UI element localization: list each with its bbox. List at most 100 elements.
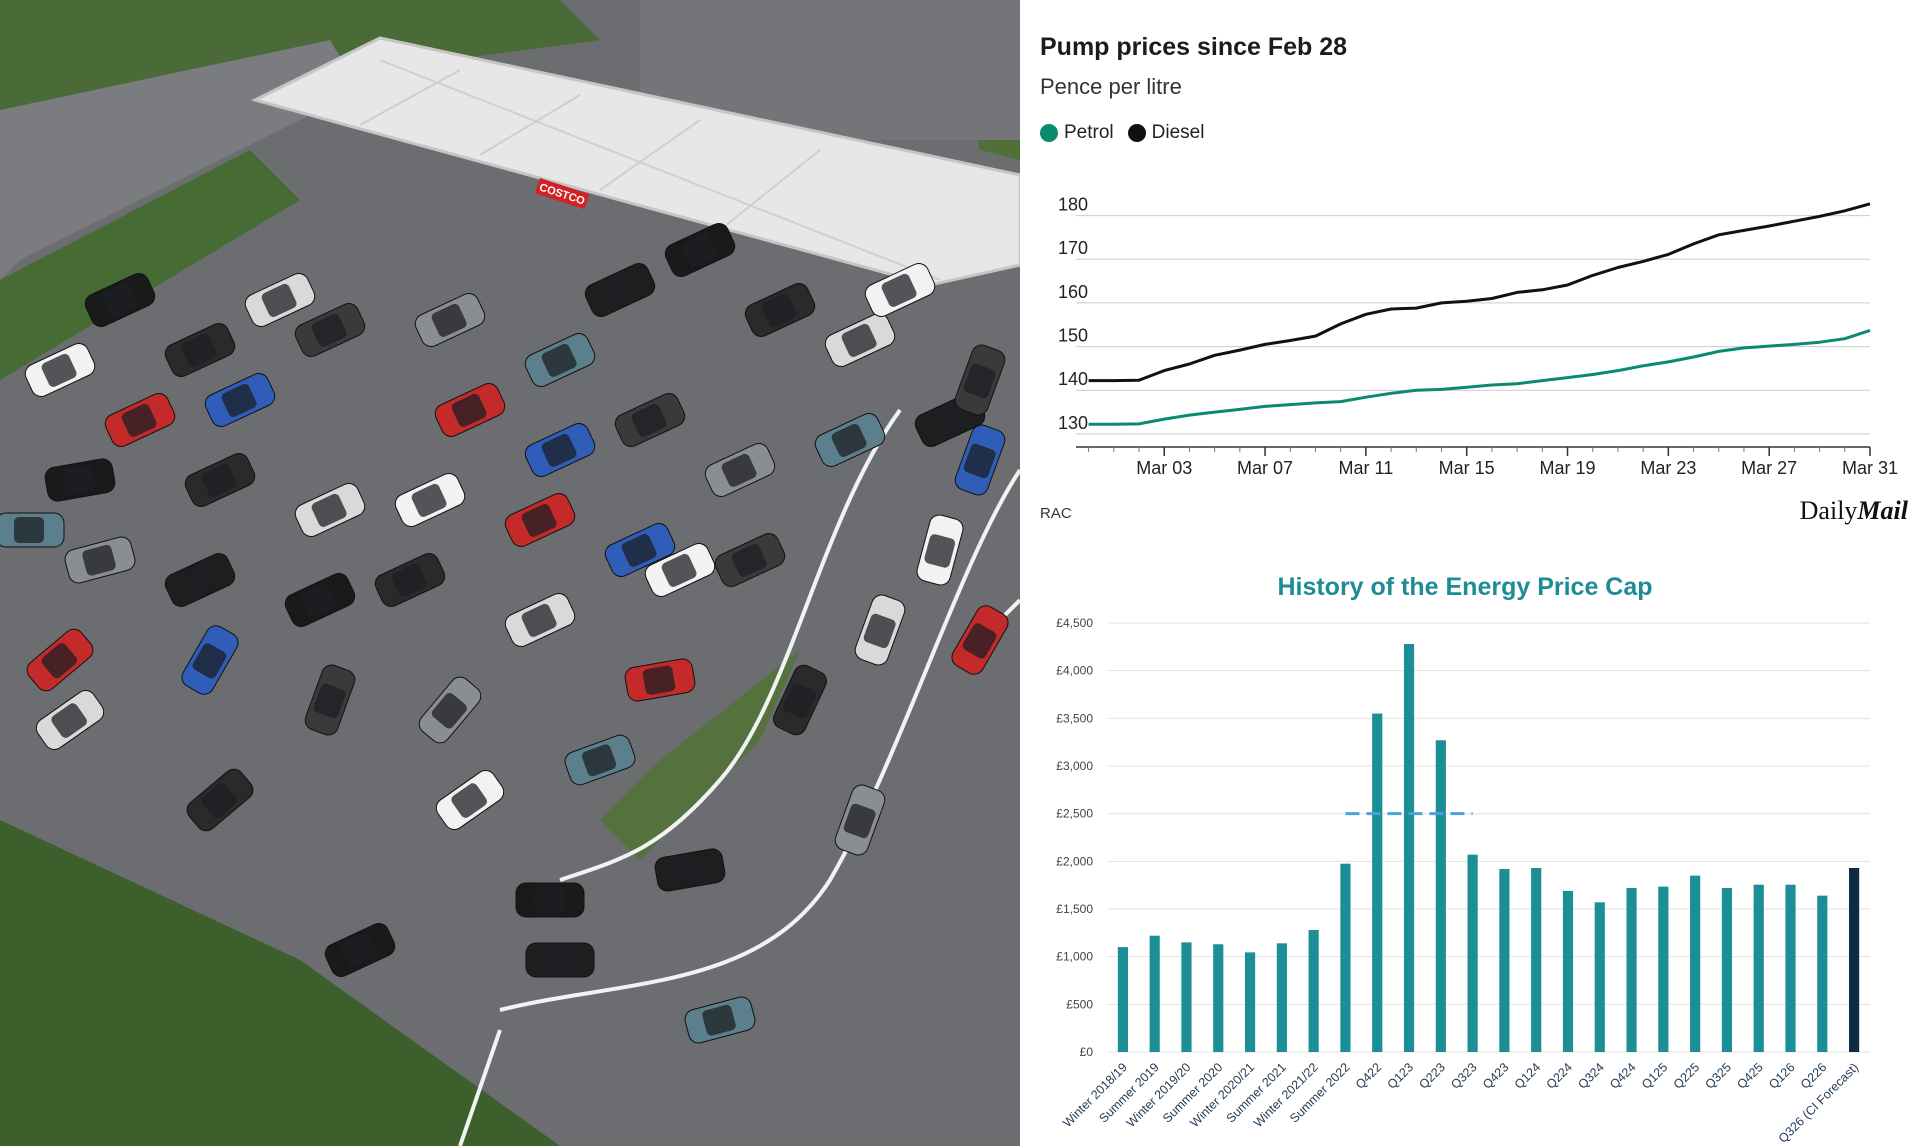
legend-label-petrol: Petrol [1064, 122, 1114, 143]
aerial-photo: COSTCO [0, 0, 1020, 1146]
legend-swatch-petrol [1040, 124, 1058, 142]
cap-bar [1213, 944, 1224, 1052]
cap-x-tick-label: Q223 [1416, 1060, 1448, 1092]
car [304, 664, 356, 736]
cap-bar [1117, 947, 1128, 1052]
car [515, 882, 585, 918]
y-tick-label: 140 [1058, 369, 1088, 389]
car [834, 784, 886, 856]
car [164, 323, 236, 377]
logo-suffix: Mail [1857, 496, 1908, 525]
cap-x-tick-label: Q125 [1639, 1060, 1671, 1092]
x-tick-label: Mar 03 [1136, 458, 1192, 478]
energy-cap-chart: History of the Energy Price Cap £0 £500 £1… [1056, 573, 1870, 1146]
legend-label-diesel: Diesel [1151, 122, 1205, 143]
grass-left [0, 150, 300, 380]
car [954, 424, 1006, 496]
cap-bar [1499, 868, 1510, 1052]
cap-bar [1594, 902, 1605, 1052]
cap-x-tick-label: Q225 [1671, 1060, 1703, 1092]
pump-chart-subtitle: Pence per litre [1040, 74, 1182, 99]
car [684, 996, 756, 1044]
car [24, 343, 96, 397]
cap-bar [1531, 868, 1542, 1052]
car [714, 533, 786, 587]
y-tick-label: 130 [1058, 413, 1088, 433]
cap-y-tick-label: £2,500 [1056, 807, 1093, 821]
car [435, 770, 505, 830]
cap-bar [1721, 888, 1733, 1052]
car [294, 483, 366, 537]
car [324, 923, 396, 977]
pump-price-chart: 130 140 150 160 170 180 Mar 03 Mar 07 Mar 11 Mar … [1058, 195, 1898, 478]
car [624, 658, 696, 702]
y-tick-label: 170 [1058, 238, 1088, 258]
road-markings [458, 408, 1020, 1146]
cap-bar [1626, 888, 1637, 1052]
cap-y-tick-label: £4,500 [1056, 616, 1093, 630]
cap-bar [1403, 643, 1415, 1052]
car [104, 393, 176, 447]
pump-chart-title: Pump prices since Feb 28 [1040, 33, 1348, 61]
car [26, 628, 94, 692]
cap-x-tick-label: Q224 [1544, 1060, 1576, 1092]
cap-y-tick-label: £2,000 [1056, 854, 1093, 868]
car [504, 593, 576, 647]
y-tick-label: 160 [1058, 282, 1088, 302]
cap-bar [1308, 929, 1319, 1052]
car [418, 676, 482, 744]
legend-item-diesel: Diesel [1127, 122, 1205, 144]
cap-x-tick-label: Q425 [1734, 1060, 1766, 1092]
cap-x-tick-label: Q324 [1575, 1060, 1607, 1092]
cap-bar [1372, 713, 1383, 1052]
daily-mail-logo: DailyMail [1800, 496, 1908, 526]
x-tick-label: Mar 19 [1540, 458, 1596, 478]
cap-bar [1690, 875, 1701, 1052]
queued-cars [0, 223, 1009, 1044]
car [204, 373, 276, 427]
cap-x-tick-label: Q325 [1703, 1060, 1735, 1092]
car [525, 942, 595, 978]
car [434, 383, 506, 437]
photo-illustration: COSTCO [0, 0, 1020, 1146]
car [864, 263, 936, 317]
x-tick-label: Mar 23 [1640, 458, 1696, 478]
legend-swatch-diesel [1127, 124, 1146, 142]
pump-chart-legend: Petrol Diesel [1040, 122, 1204, 144]
x-tick-label: Mar 15 [1439, 458, 1495, 478]
y-tick-label: 150 [1058, 326, 1088, 346]
car [0, 512, 65, 548]
car [654, 848, 726, 892]
cap-bar [1276, 943, 1287, 1052]
x-tick-label: Mar 27 [1741, 458, 1797, 478]
cap-y-tick-label: £4,000 [1056, 664, 1093, 678]
car [564, 734, 636, 786]
cap-bar [1181, 942, 1192, 1052]
car [704, 443, 776, 497]
car [854, 594, 906, 666]
car [954, 344, 1006, 416]
car [644, 543, 716, 597]
x-tick-label: Mar 11 [1339, 458, 1394, 478]
cap-y-tick-label: £0 [1080, 1045, 1094, 1059]
car [773, 664, 827, 736]
cap-x-tick-label: Q424 [1607, 1060, 1639, 1092]
car [35, 690, 105, 750]
car [524, 333, 596, 387]
cap-x-tick-label: Q123 [1385, 1060, 1417, 1092]
x-tick-label: Mar 07 [1237, 458, 1293, 478]
car [414, 293, 486, 347]
car [164, 553, 236, 607]
series-line-petrol [1088, 328, 1871, 426]
island-planting [600, 650, 800, 860]
car [614, 393, 686, 447]
cap-bar [1244, 952, 1256, 1052]
pump-chart-source: RAC [1040, 505, 1072, 522]
cap-bar [1658, 886, 1669, 1052]
car [294, 303, 366, 357]
cap-bar [1467, 854, 1478, 1052]
car [244, 273, 316, 327]
series-line-diesel [1088, 202, 1871, 383]
cap-y-tick-label: £3,000 [1056, 759, 1093, 773]
car [524, 423, 596, 477]
